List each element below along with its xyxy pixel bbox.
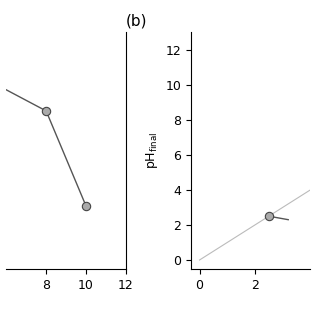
Y-axis label: pH$_\mathrm{final}$: pH$_\mathrm{final}$: [144, 132, 160, 169]
Point: [83, 203, 88, 208]
Point: [266, 214, 271, 219]
Point: [44, 108, 49, 114]
Text: (b): (b): [126, 13, 147, 28]
